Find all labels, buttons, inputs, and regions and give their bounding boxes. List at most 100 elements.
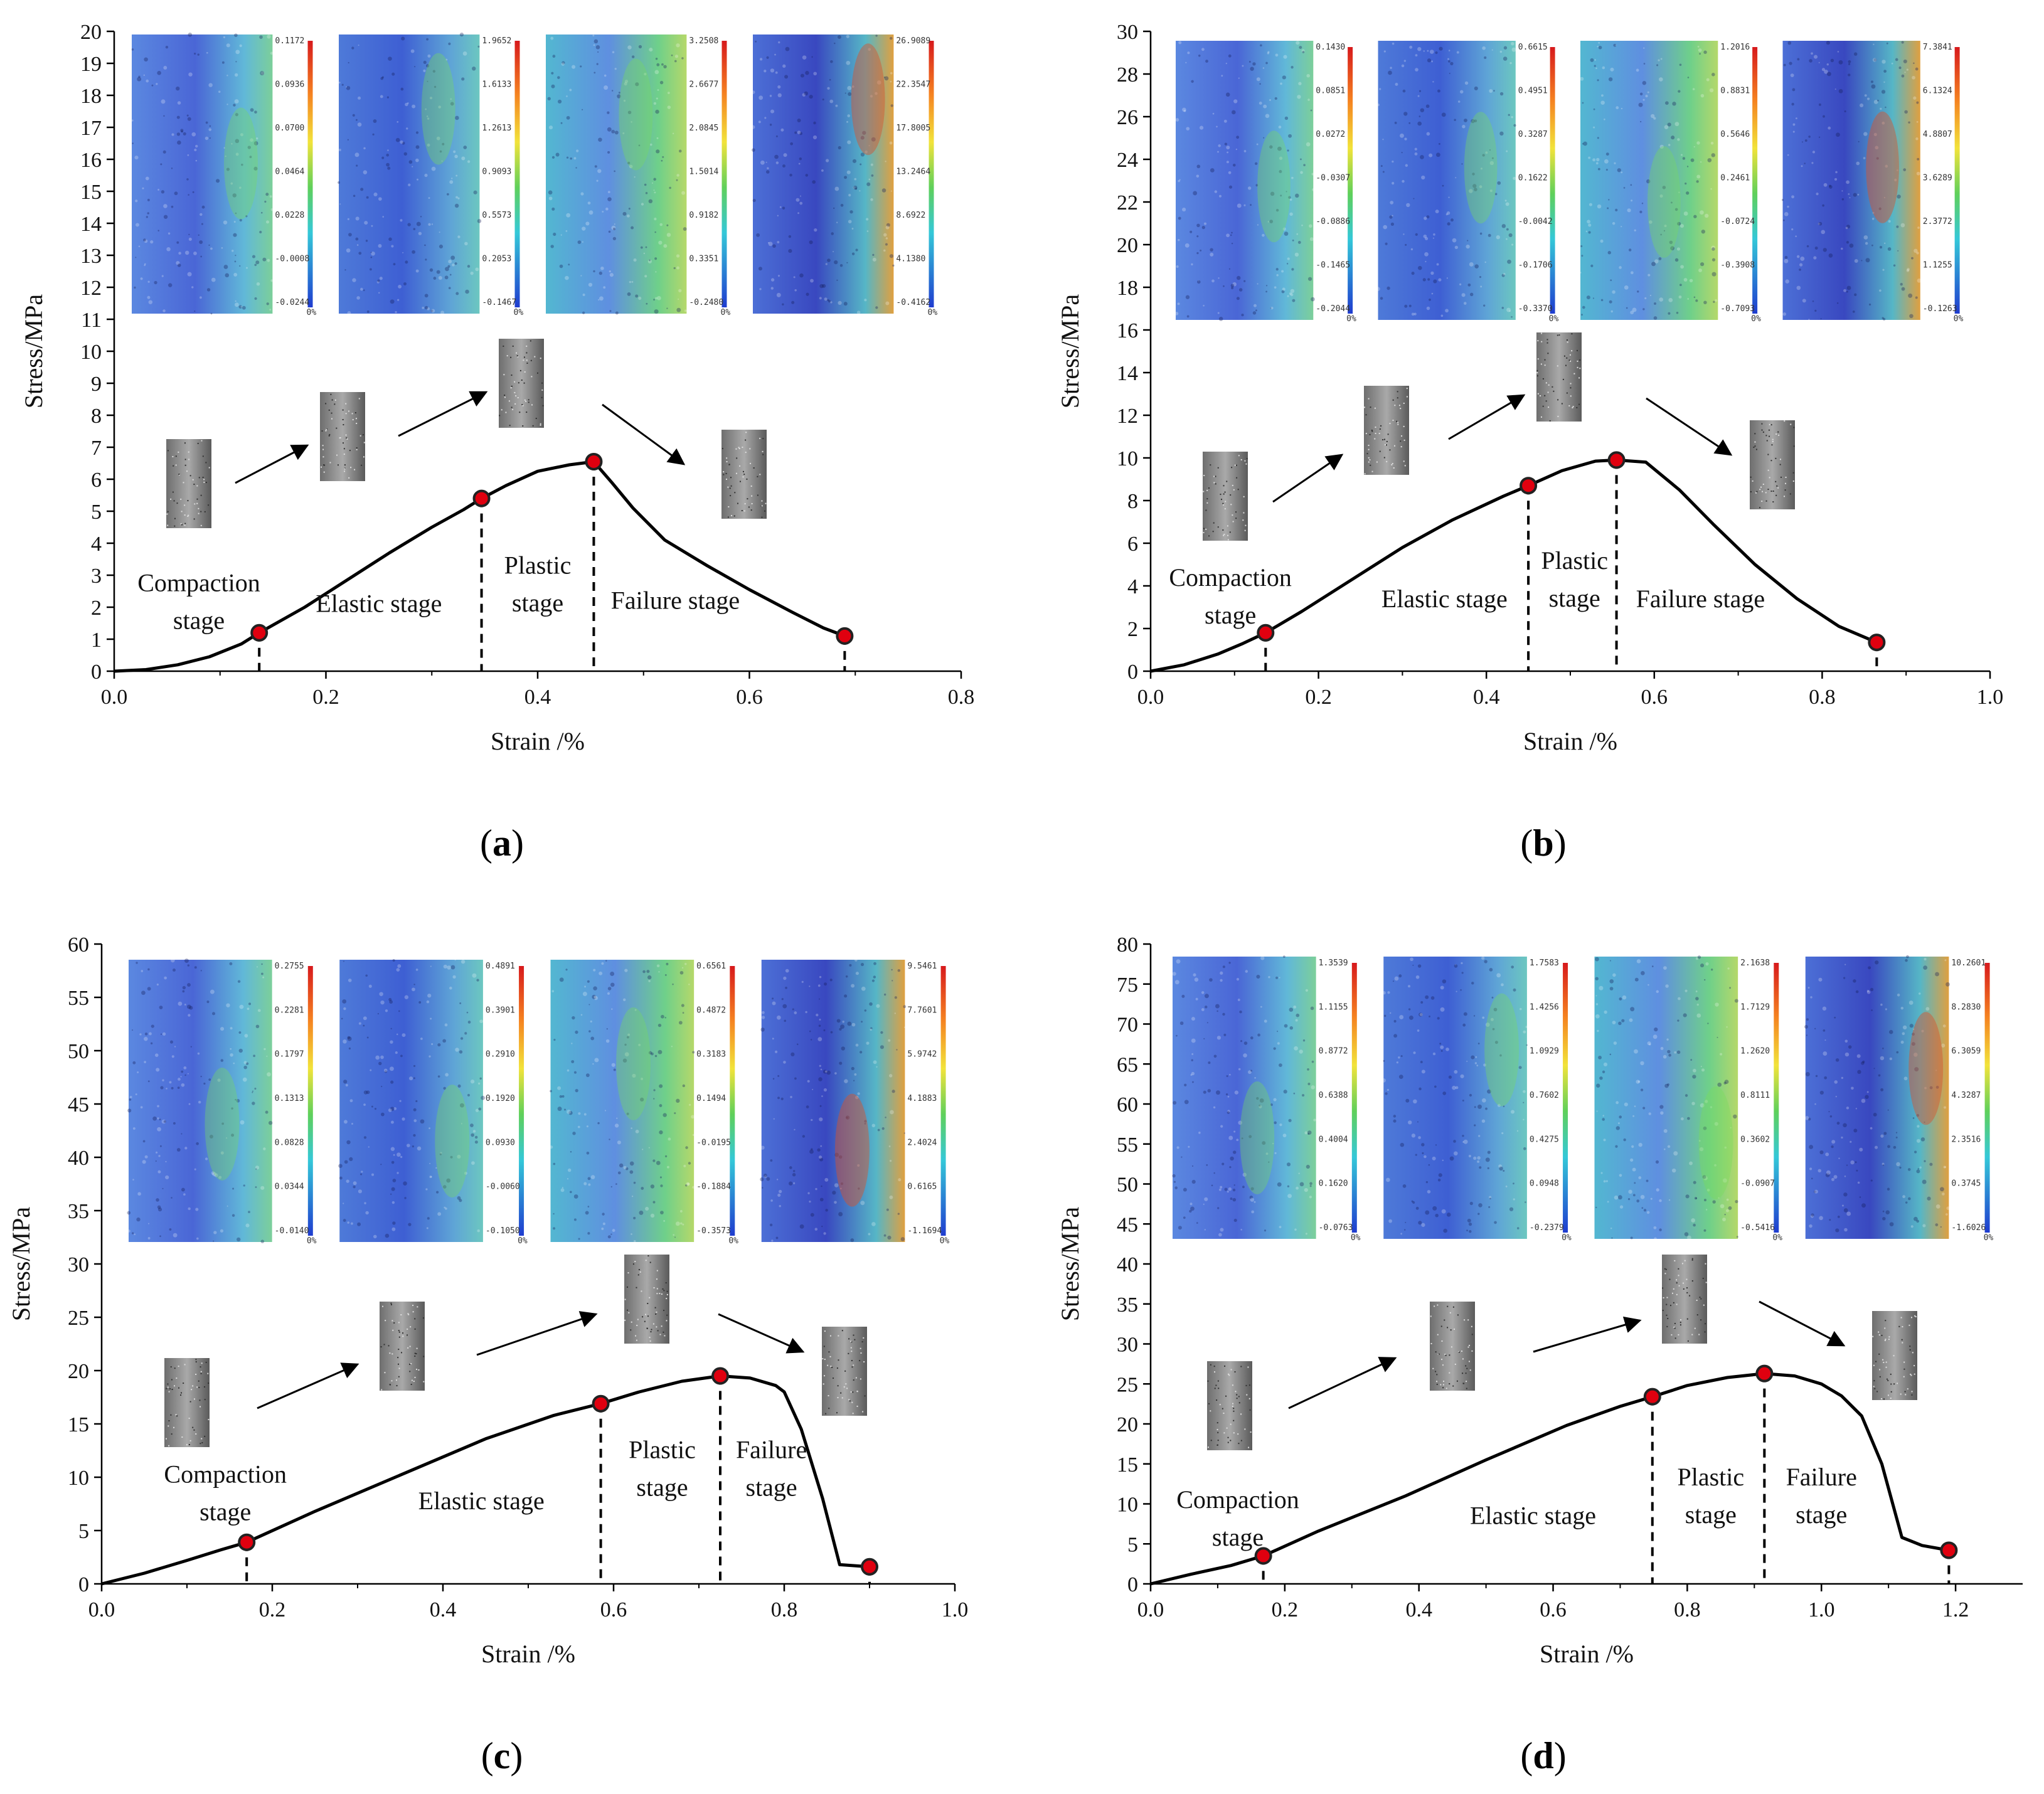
panel-c: 0.2755 0.2281 0.1797 0.1313 0.0828 0.0344 -0.0… [0, 913, 1022, 1728]
colorbar-label: 2.4024 [907, 1138, 937, 1147]
colorbar-label: 0.1620 [1319, 1179, 1348, 1189]
dic-image-strip: 1.3539 1.1155 0.8772 0.6388 0.4004 0.1620 -0.0… [1172, 955, 1993, 1243]
colorbar-unit: 0% [1751, 314, 1761, 324]
x-tick-label: 0.8 [1809, 686, 1836, 709]
colorbar [1774, 963, 1779, 1233]
process-arrow [1533, 1316, 1642, 1353]
colorbar-label: 0.4891 [486, 962, 515, 971]
stage-label: Plastic stage [1677, 1463, 1744, 1529]
x-tick-label: 0.6 [600, 1598, 627, 1622]
y-tick-label: 15 [68, 1413, 89, 1436]
data-point [592, 1394, 610, 1413]
colorbar-label: 0.0936 [275, 80, 304, 90]
y-tick-label: 65 [1117, 1053, 1138, 1076]
colorbar [1351, 963, 1357, 1233]
data-point [711, 1367, 729, 1385]
stage-label: Plastic stage [504, 551, 572, 617]
dic-strain-image [753, 34, 894, 314]
x-tick-label: 1.0 [942, 1598, 969, 1622]
dic-strain-image [1173, 957, 1316, 1239]
y-axis-title: Stress/MPa [1056, 294, 1084, 408]
colorbar-unit: 0% [514, 308, 524, 317]
y-tick-label: 0 [78, 1573, 89, 1596]
colorbar-label: 0.3351 [689, 255, 718, 264]
y-tick-label: 10 [68, 1467, 89, 1490]
dic-strain-image [1378, 41, 1516, 320]
colorbar-label: -0.5416 [1740, 1223, 1775, 1233]
colorbar [1984, 963, 1990, 1233]
specimen-photo [1203, 452, 1248, 541]
y-tick-label: 75 [1117, 974, 1138, 997]
colorbar-label: 7.3841 [1923, 43, 1952, 52]
colorbar-label: 0.4275 [1530, 1135, 1559, 1144]
colorbar-label: 5.9742 [907, 1050, 937, 1059]
dic-image-strip: 0.1430 0.0851 0.0272 -0.0307 -0.0886 -0.1465 -… [1174, 41, 1963, 324]
y-tick-label: 20 [1117, 234, 1138, 257]
y-tick-label: 6 [1127, 533, 1138, 556]
x-axis-title: Strain /% [481, 1640, 575, 1668]
colorbar-label: 0.0464 [275, 167, 304, 177]
x-tick-label: 0.0 [1137, 1598, 1164, 1622]
data-point [861, 1558, 878, 1576]
x-tick-label: 1.2 [1942, 1598, 1969, 1622]
colorbar-unit: 0% [940, 1236, 950, 1246]
colorbar-label: 4.3287 [1951, 1091, 1981, 1100]
colorbar-unit: 0% [1772, 1233, 1782, 1243]
colorbar-label: 0.2053 [482, 255, 511, 264]
y-tick-label: 70 [1117, 1014, 1138, 1037]
colorbar-label: 0.4951 [1518, 87, 1548, 96]
colorbar-label: 0.4004 [1319, 1135, 1348, 1144]
colorbar-label: -0.0060 [486, 1182, 520, 1192]
y-tick-label: 35 [68, 1200, 89, 1223]
data-point [1254, 1547, 1272, 1565]
colorbar-unit: 0% [721, 308, 731, 317]
process-arrow [1288, 1357, 1397, 1409]
y-tick-label: 80 [1117, 933, 1138, 957]
specimen-photo [166, 439, 211, 528]
colorbar-unit: 0% [307, 308, 317, 317]
data-point [250, 624, 269, 642]
colorbar-label: 4.8807 [1923, 130, 1952, 139]
colorbar-label: 0.1797 [275, 1050, 304, 1059]
y-tick-label: 30 [1117, 1334, 1138, 1357]
colorbar-label: -0.0195 [696, 1138, 731, 1147]
colorbar-label: 0.1622 [1518, 174, 1548, 183]
x-tick-label: 0.0 [88, 1598, 115, 1622]
colorbar-unit: 0% [1984, 1233, 1994, 1243]
y-tick-label: 18 [1117, 277, 1138, 300]
y-tick-label: 4 [91, 533, 102, 556]
colorbar [307, 41, 313, 307]
colorbar-label: 6.3059 [1951, 1047, 1981, 1056]
x-tick-label: 0.0 [1137, 686, 1164, 709]
colorbar-label: 4.1883 [907, 1094, 937, 1103]
colorbar-label: 0.3745 [1951, 1179, 1981, 1189]
colorbar-label: -1.1694 [907, 1226, 942, 1236]
y-axis-title: Stress/MPa [7, 1207, 35, 1321]
colorbar-label: 0.0851 [1316, 87, 1345, 96]
colorbar-label: 13.2464 [896, 167, 930, 177]
data-point [585, 452, 603, 470]
colorbar-label: 0.1920 [486, 1094, 515, 1103]
colorbar-label: 0.0948 [1530, 1179, 1559, 1189]
caption-c: (c) [481, 1735, 523, 1776]
colorbar-label: 1.0929 [1530, 1047, 1559, 1056]
stress-strain-curve [114, 460, 846, 673]
x-tick-label: 0.8 [948, 686, 975, 709]
specimen-photo [320, 392, 365, 481]
process-arrow [398, 391, 488, 437]
colorbar-label: 1.4256 [1530, 1002, 1559, 1012]
colorbar-label: -0.4162 [896, 298, 930, 307]
colorbar-label: 0.2281 [275, 1006, 304, 1015]
colorbar-label: 1.9652 [482, 36, 511, 46]
dic-strain-image [1580, 41, 1718, 320]
stage-label: Compaction stage [164, 1460, 287, 1526]
stage-label: Compaction stage [1169, 563, 1292, 629]
data-point [1940, 1541, 1958, 1559]
data-point [1520, 477, 1538, 495]
colorbar [721, 41, 727, 307]
specimen-photo [1364, 386, 1409, 475]
chart-svg-b: 0.1430 0.0851 0.0272 -0.0307 -0.0886 -0.1465 -… [1056, 21, 2003, 755]
stage-label: Failure stage [1786, 1463, 1857, 1529]
colorbar-unit: 0% [1346, 314, 1356, 324]
y-axis-title: Stress/MPa [1056, 1207, 1084, 1321]
